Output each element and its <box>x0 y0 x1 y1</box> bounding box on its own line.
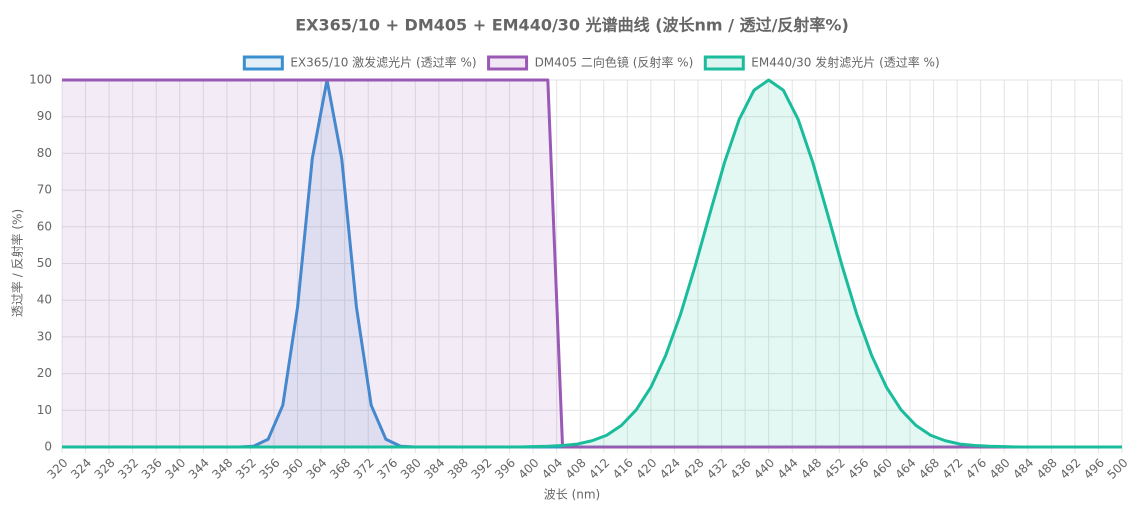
series-area <box>62 80 1122 447</box>
x-tick-label: 328 <box>92 456 118 482</box>
x-tick-label: 480 <box>987 456 1013 482</box>
x-tick-label: 424 <box>657 456 683 482</box>
x-tick-label: 412 <box>586 456 612 482</box>
x-tick-label: 348 <box>209 456 235 482</box>
legend-label: EX365/10 激发滤光片 (透过率 %) <box>290 55 476 70</box>
y-tick-label: 100 <box>29 73 52 87</box>
x-axis-label: 波长 (nm) <box>544 488 600 502</box>
x-tick-label: 460 <box>869 456 895 482</box>
series-area <box>62 80 1122 447</box>
series-line <box>62 78 1122 449</box>
x-tick-label: 364 <box>304 456 330 482</box>
y-axis-label: 透过率 / 反射率 (%) <box>10 209 25 317</box>
y-tick-label: 0 <box>44 440 52 454</box>
x-tick-label: 488 <box>1034 456 1060 482</box>
x-tick-label: 420 <box>633 456 659 482</box>
x-tick-label: 436 <box>728 456 754 482</box>
x-tick-label: 484 <box>1010 456 1036 482</box>
x-tick-label: 396 <box>492 456 518 482</box>
x-tick-label: 368 <box>327 456 353 482</box>
x-tick-label: 448 <box>798 456 824 482</box>
y-tick-label: 50 <box>37 256 52 270</box>
x-tick-label: 432 <box>704 456 730 482</box>
x-tick-label: 388 <box>445 456 471 482</box>
x-tick-label: 440 <box>751 456 777 482</box>
x-tick-label: 500 <box>1104 456 1130 482</box>
x-tick-label: 356 <box>256 456 282 482</box>
legend-label: EM440/30 发射滤光片 (透过率 %) <box>751 55 939 70</box>
x-tick-label: 392 <box>468 456 494 482</box>
x-tick-label: 456 <box>845 456 871 482</box>
x-tick-label: 452 <box>822 456 848 482</box>
x-tick-label: 336 <box>139 456 165 482</box>
y-tick-label: 20 <box>37 366 52 380</box>
series-area <box>62 80 1122 447</box>
x-tick-label: 472 <box>940 456 966 482</box>
x-tick-label: 468 <box>916 456 942 482</box>
x-tick-label: 384 <box>421 456 447 482</box>
x-tick-label: 352 <box>233 456 259 482</box>
y-tick-label: 70 <box>37 183 52 197</box>
x-tick-label: 332 <box>115 456 141 482</box>
x-tick-label: 428 <box>680 456 706 482</box>
x-tick-label: 408 <box>563 456 589 482</box>
x-tick-label: 444 <box>775 456 801 482</box>
y-tick-label: 40 <box>37 293 52 307</box>
y-tick-label: 80 <box>37 146 52 160</box>
legend-label: DM405 二向色镜 (反射率 %) <box>535 55 694 70</box>
chart-title: EX365/10 + DM405 + EM440/30 光谱曲线 (波长nm /… <box>295 16 849 35</box>
x-tick-label: 360 <box>280 456 306 482</box>
x-tick-label: 380 <box>398 456 424 482</box>
y-tick-label: 90 <box>37 109 52 123</box>
y-tick-label: 30 <box>37 329 52 343</box>
y-tick-label: 60 <box>37 219 52 233</box>
x-tick-label: 344 <box>186 456 212 482</box>
x-tick-label: 464 <box>892 456 918 482</box>
x-tick-label: 324 <box>68 456 94 482</box>
x-tick-label: 376 <box>374 456 400 482</box>
x-tick-label: 372 <box>351 456 377 482</box>
x-tick-label: 476 <box>963 456 989 482</box>
x-tick-label: 400 <box>516 456 542 482</box>
x-tick-label: 404 <box>539 456 565 482</box>
x-tick-label: 416 <box>610 456 636 482</box>
series-line <box>62 78 1122 449</box>
x-tick-label: 320 <box>44 456 70 482</box>
x-tick-label: 496 <box>1081 456 1107 482</box>
legend-swatch <box>242 55 284 71</box>
x-tick-label: 492 <box>1057 456 1083 482</box>
legend-swatch <box>487 55 529 71</box>
y-tick-label: 10 <box>37 403 52 417</box>
x-tick-label: 340 <box>162 456 188 482</box>
legend-swatch <box>703 55 745 71</box>
